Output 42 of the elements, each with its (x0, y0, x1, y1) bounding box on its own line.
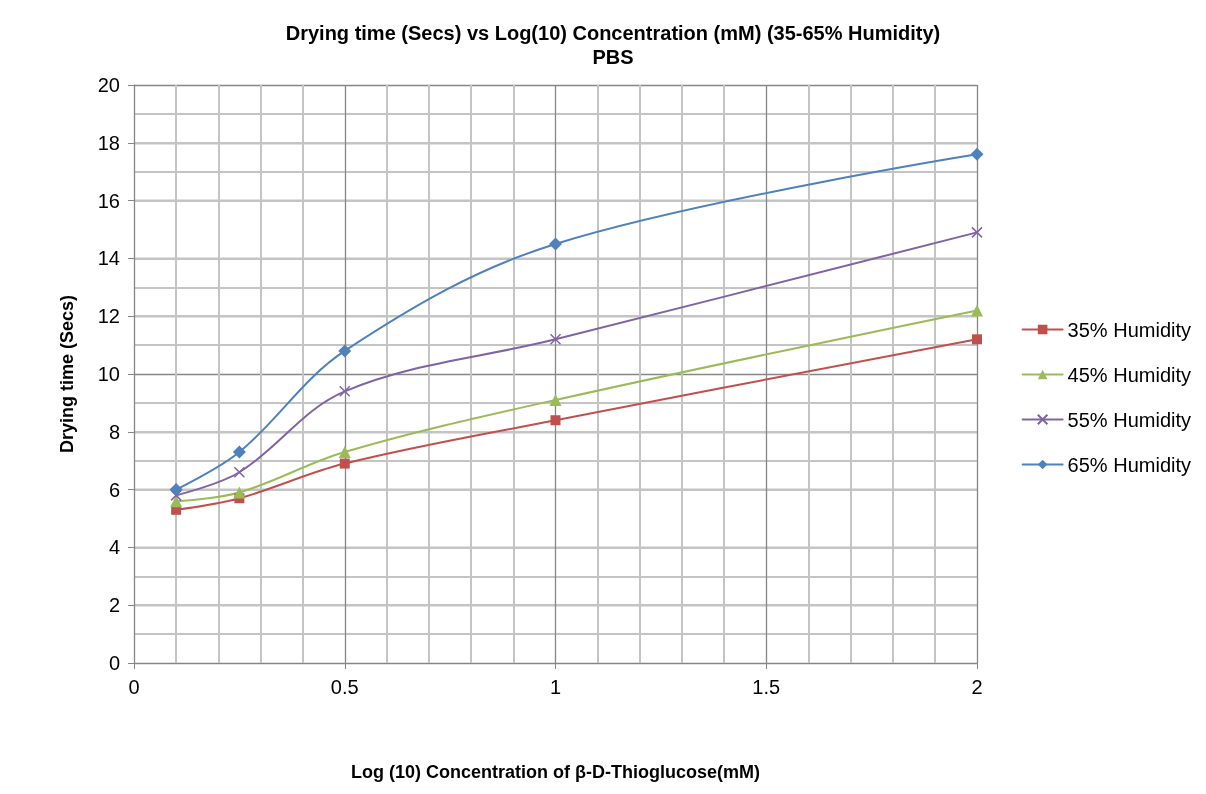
y-tick-label: 10 (97, 363, 120, 385)
point (339, 458, 350, 469)
point (970, 147, 984, 161)
legend-label: 35% Humidity (1067, 318, 1192, 341)
legend-label: 65% Humidity (1067, 453, 1192, 476)
point (338, 344, 352, 358)
y-tick-label: 4 (108, 536, 120, 559)
point (170, 495, 183, 508)
chart-subtitle: PBS (592, 46, 634, 68)
point (971, 226, 983, 239)
point (971, 304, 983, 317)
x-tick-label: 1.5 (752, 676, 781, 698)
x-tick-label: 2 (971, 676, 983, 698)
y-tick-label: 16 (97, 189, 120, 212)
point (549, 333, 562, 346)
point (232, 445, 246, 459)
x-tick-label: 1 (549, 676, 562, 698)
y-tick-label: 12 (97, 305, 120, 328)
y-tick-label: 8 (108, 420, 120, 443)
point (339, 385, 351, 398)
y-tick-label: 18 (97, 131, 120, 154)
point (338, 446, 351, 459)
point (170, 489, 182, 502)
chart-title: Drying time (Secs) vs Log(10) Concentration (mM) (35-65% Humidity) (285, 22, 941, 44)
legend-label: 45% Humidity (1067, 363, 1192, 386)
y-tick-label: 14 (97, 247, 120, 270)
point (549, 394, 562, 407)
y-tick-label: 6 (108, 478, 120, 501)
point (972, 334, 982, 345)
y-tick-label: 0 (108, 652, 120, 674)
y-axis-title: Drying time (Secs) (57, 294, 77, 454)
point (169, 483, 183, 497)
point (549, 237, 562, 251)
point (233, 486, 246, 499)
legend-label: 55% Humidity (1067, 408, 1192, 431)
y-tick-label: 20 (97, 74, 120, 96)
y-tick-label: 2 (108, 594, 120, 617)
point (233, 466, 246, 479)
point (550, 415, 561, 426)
x-tick-label: 0.5 (330, 676, 359, 698)
x-axis-title: Log (10) Concentration of β-D-Thioglucose(mM) (351, 762, 760, 782)
x-tick-label: 0 (128, 676, 140, 698)
